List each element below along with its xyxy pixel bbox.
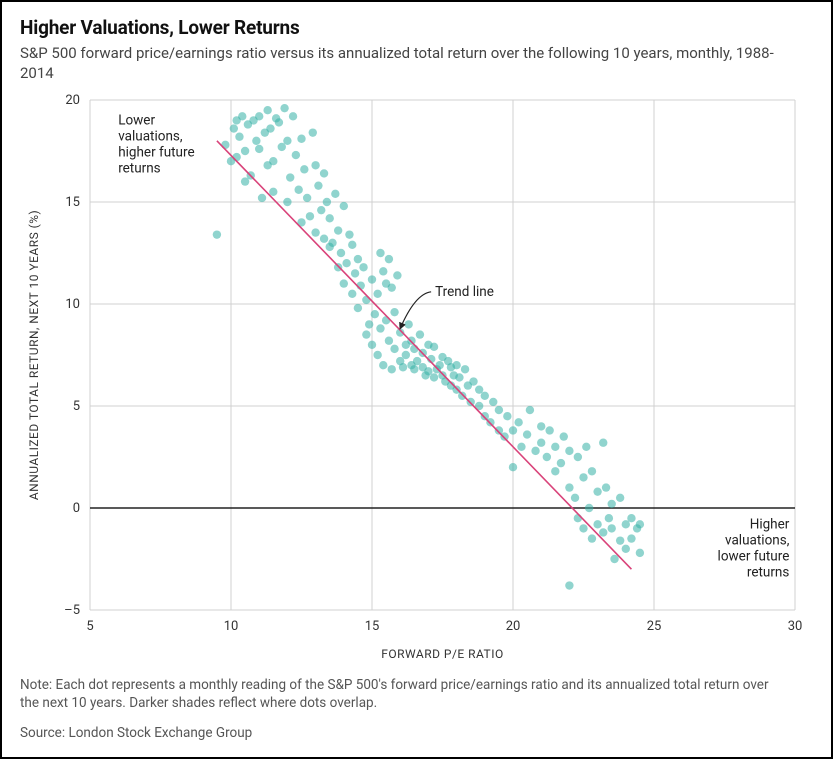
scatter-chart: 51015202530–505101520Trend lineLowervalu…: [20, 90, 815, 670]
x-axis-label: FORWARD P/E RATIO: [381, 647, 503, 661]
chart-subtitle: S&P 500 forward price/earnings ratio ver…: [20, 43, 780, 84]
x-tick-label: 25: [647, 619, 662, 634]
annotation-upper: returns: [118, 160, 160, 176]
annotation-lower: lower future: [718, 548, 790, 564]
chart-title: Higher Valuations, Lower Returns: [20, 16, 813, 39]
x-tick-label: 20: [506, 619, 521, 634]
x-tick-label: 10: [224, 619, 239, 634]
chart-note: Note: Each dot represents a monthly read…: [20, 676, 780, 712]
y-tick-label: 20: [65, 93, 80, 108]
annotation-upper: higher future: [118, 144, 194, 160]
annotation-lower: Higher: [750, 516, 790, 532]
y-axis-label: ANNUALIZED TOTAL RETURN, NEXT 10 YEARS (…: [27, 209, 41, 499]
chart-card: Higher Valuations, Lower Returns S&P 500…: [0, 0, 833, 759]
x-tick-label: 15: [365, 619, 380, 634]
y-tick-label: 5: [73, 399, 80, 414]
annotation-upper: Lower: [118, 112, 155, 128]
annotation-lower: valuations,: [725, 532, 790, 548]
trend-line-label: Trend line: [435, 283, 494, 299]
x-tick-label: 5: [86, 619, 93, 634]
annotation-lower: returns: [747, 564, 789, 580]
y-tick-label: 0: [73, 501, 80, 516]
y-tick-label: 15: [65, 195, 80, 210]
x-tick-label: 30: [788, 619, 803, 634]
y-tick-label: –5: [64, 603, 80, 618]
chart-source: Source: London Stock Exchange Group: [20, 725, 813, 741]
annotation-upper: valuations,: [118, 128, 183, 144]
chart-svg: 51015202530–505101520Trend lineLowervalu…: [20, 90, 815, 670]
y-tick-label: 10: [65, 297, 80, 312]
